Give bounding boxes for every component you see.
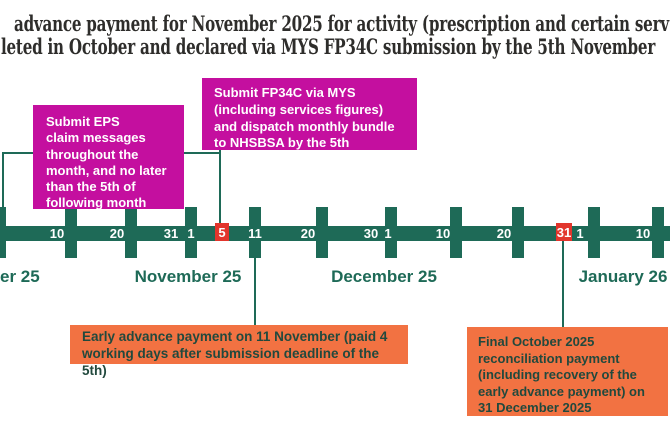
heading-line-1: advance payment for November 2025 for ac… [14,11,669,36]
day-label-oct-10: 10 [49,226,65,241]
timeline-tick-oct20 [125,207,137,258]
day-label-dec-20: 20 [496,226,512,241]
connector-fp34c-drop [219,150,221,224]
month-label-january: January 26 [578,267,668,286]
day-label-nov-1: 1 [187,226,195,241]
month-label-october: er 25 [0,267,40,286]
connector-eps-left-drop [2,152,4,208]
timeline-tick-dec10 [450,207,462,258]
month-label-december: December 25 [331,267,437,286]
day-label-oct-31: 31 [163,226,179,241]
callout-submit-fp34c: Submit FP34C via MYS (including services… [202,78,417,150]
day-label-nov-30: 30 [363,226,379,241]
timeline-tick-jan10 [652,207,664,258]
day-label-dec-10: 10 [435,226,451,241]
callout-early-advance-payment: Early advance payment on 11 November (pa… [70,325,408,378]
day-label-jan-1: 1 [576,226,584,241]
timeline-tick-nov11 [249,207,261,258]
day-label-nov-11: 11 [248,226,262,241]
month-label-november: November 25 [134,267,242,286]
callout-submit-eps: Submit EPS claim messages throughout the… [33,105,184,210]
callout-reconciliation-payment: Final October 2025 reconciliation paymen… [467,327,668,416]
timeline-tick-oct1 [0,207,6,258]
highlight-nov-5: 5 [215,223,229,241]
connector-early-payment-drop [254,258,256,325]
timeline-tick-nov1 [185,207,197,258]
heading-line-2: leted in October and declared via MYS FP… [1,34,656,59]
day-label-dec-1: 1 [384,226,392,241]
timeline-tick-jan1 [588,207,600,258]
day-label-nov-5: 5 [218,224,226,240]
timeline-tick-nov20 [316,207,328,258]
day-label-dec-31: 31 [556,224,572,240]
highlight-dec-31: 31 [556,223,572,241]
connector-reconciliation-drop [562,241,564,327]
timeline-tick-dec1 [385,207,397,258]
timeline-tick-dec20 [512,207,524,258]
day-label-jan-10: 10 [635,226,651,241]
timeline-tick-oct10 [65,207,77,258]
day-label-nov-20: 20 [300,226,316,241]
timeline-bar [0,226,670,241]
day-label-oct-20: 20 [109,226,125,241]
